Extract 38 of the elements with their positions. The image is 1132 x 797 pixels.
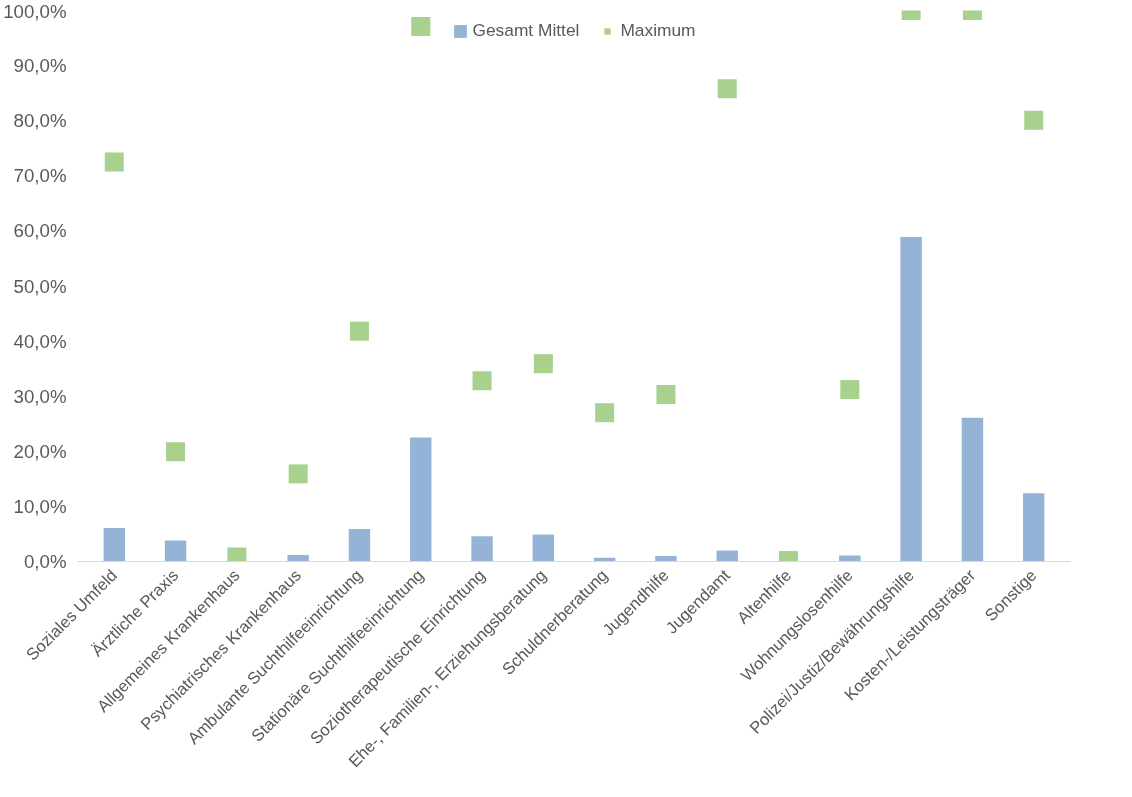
point <box>1024 110 1044 130</box>
y-tick-label: 30,0% <box>13 385 67 407</box>
point <box>288 464 308 484</box>
bar <box>532 534 555 562</box>
bar <box>1023 493 1045 562</box>
bar <box>164 540 187 562</box>
point <box>717 79 737 99</box>
legend-label: Gesamt Mittel <box>472 20 580 41</box>
bar <box>287 554 309 562</box>
bar <box>348 528 371 562</box>
bar <box>103 527 125 562</box>
y-tick-label: 50,0% <box>13 275 67 297</box>
bar <box>471 536 493 562</box>
y-tick-label: 20,0% <box>13 440 67 462</box>
y-tick-label: 10,0% <box>13 495 67 517</box>
y-tick-label: 60,0% <box>13 220 67 242</box>
legend-label: Maximum <box>620 20 696 41</box>
point <box>349 321 369 341</box>
bar <box>410 437 432 562</box>
y-tick-label: 80,0% <box>13 110 67 132</box>
y-tick-label: 40,0% <box>13 330 67 352</box>
bar <box>839 555 861 562</box>
point <box>472 371 492 391</box>
point <box>104 152 124 172</box>
point <box>533 354 553 374</box>
bar <box>900 236 922 562</box>
point <box>840 380 860 400</box>
y-tick-label: 0,0% <box>23 551 67 572</box>
y-tick-label: 70,0% <box>13 165 67 187</box>
point <box>656 385 676 405</box>
y-tick-label: 90,0% <box>13 55 67 77</box>
bar <box>961 417 984 562</box>
point <box>411 16 431 36</box>
point <box>166 442 186 462</box>
point <box>595 403 615 423</box>
bar <box>655 555 677 562</box>
bar <box>716 550 738 562</box>
y-tick-label: 100,0% <box>3 0 67 22</box>
